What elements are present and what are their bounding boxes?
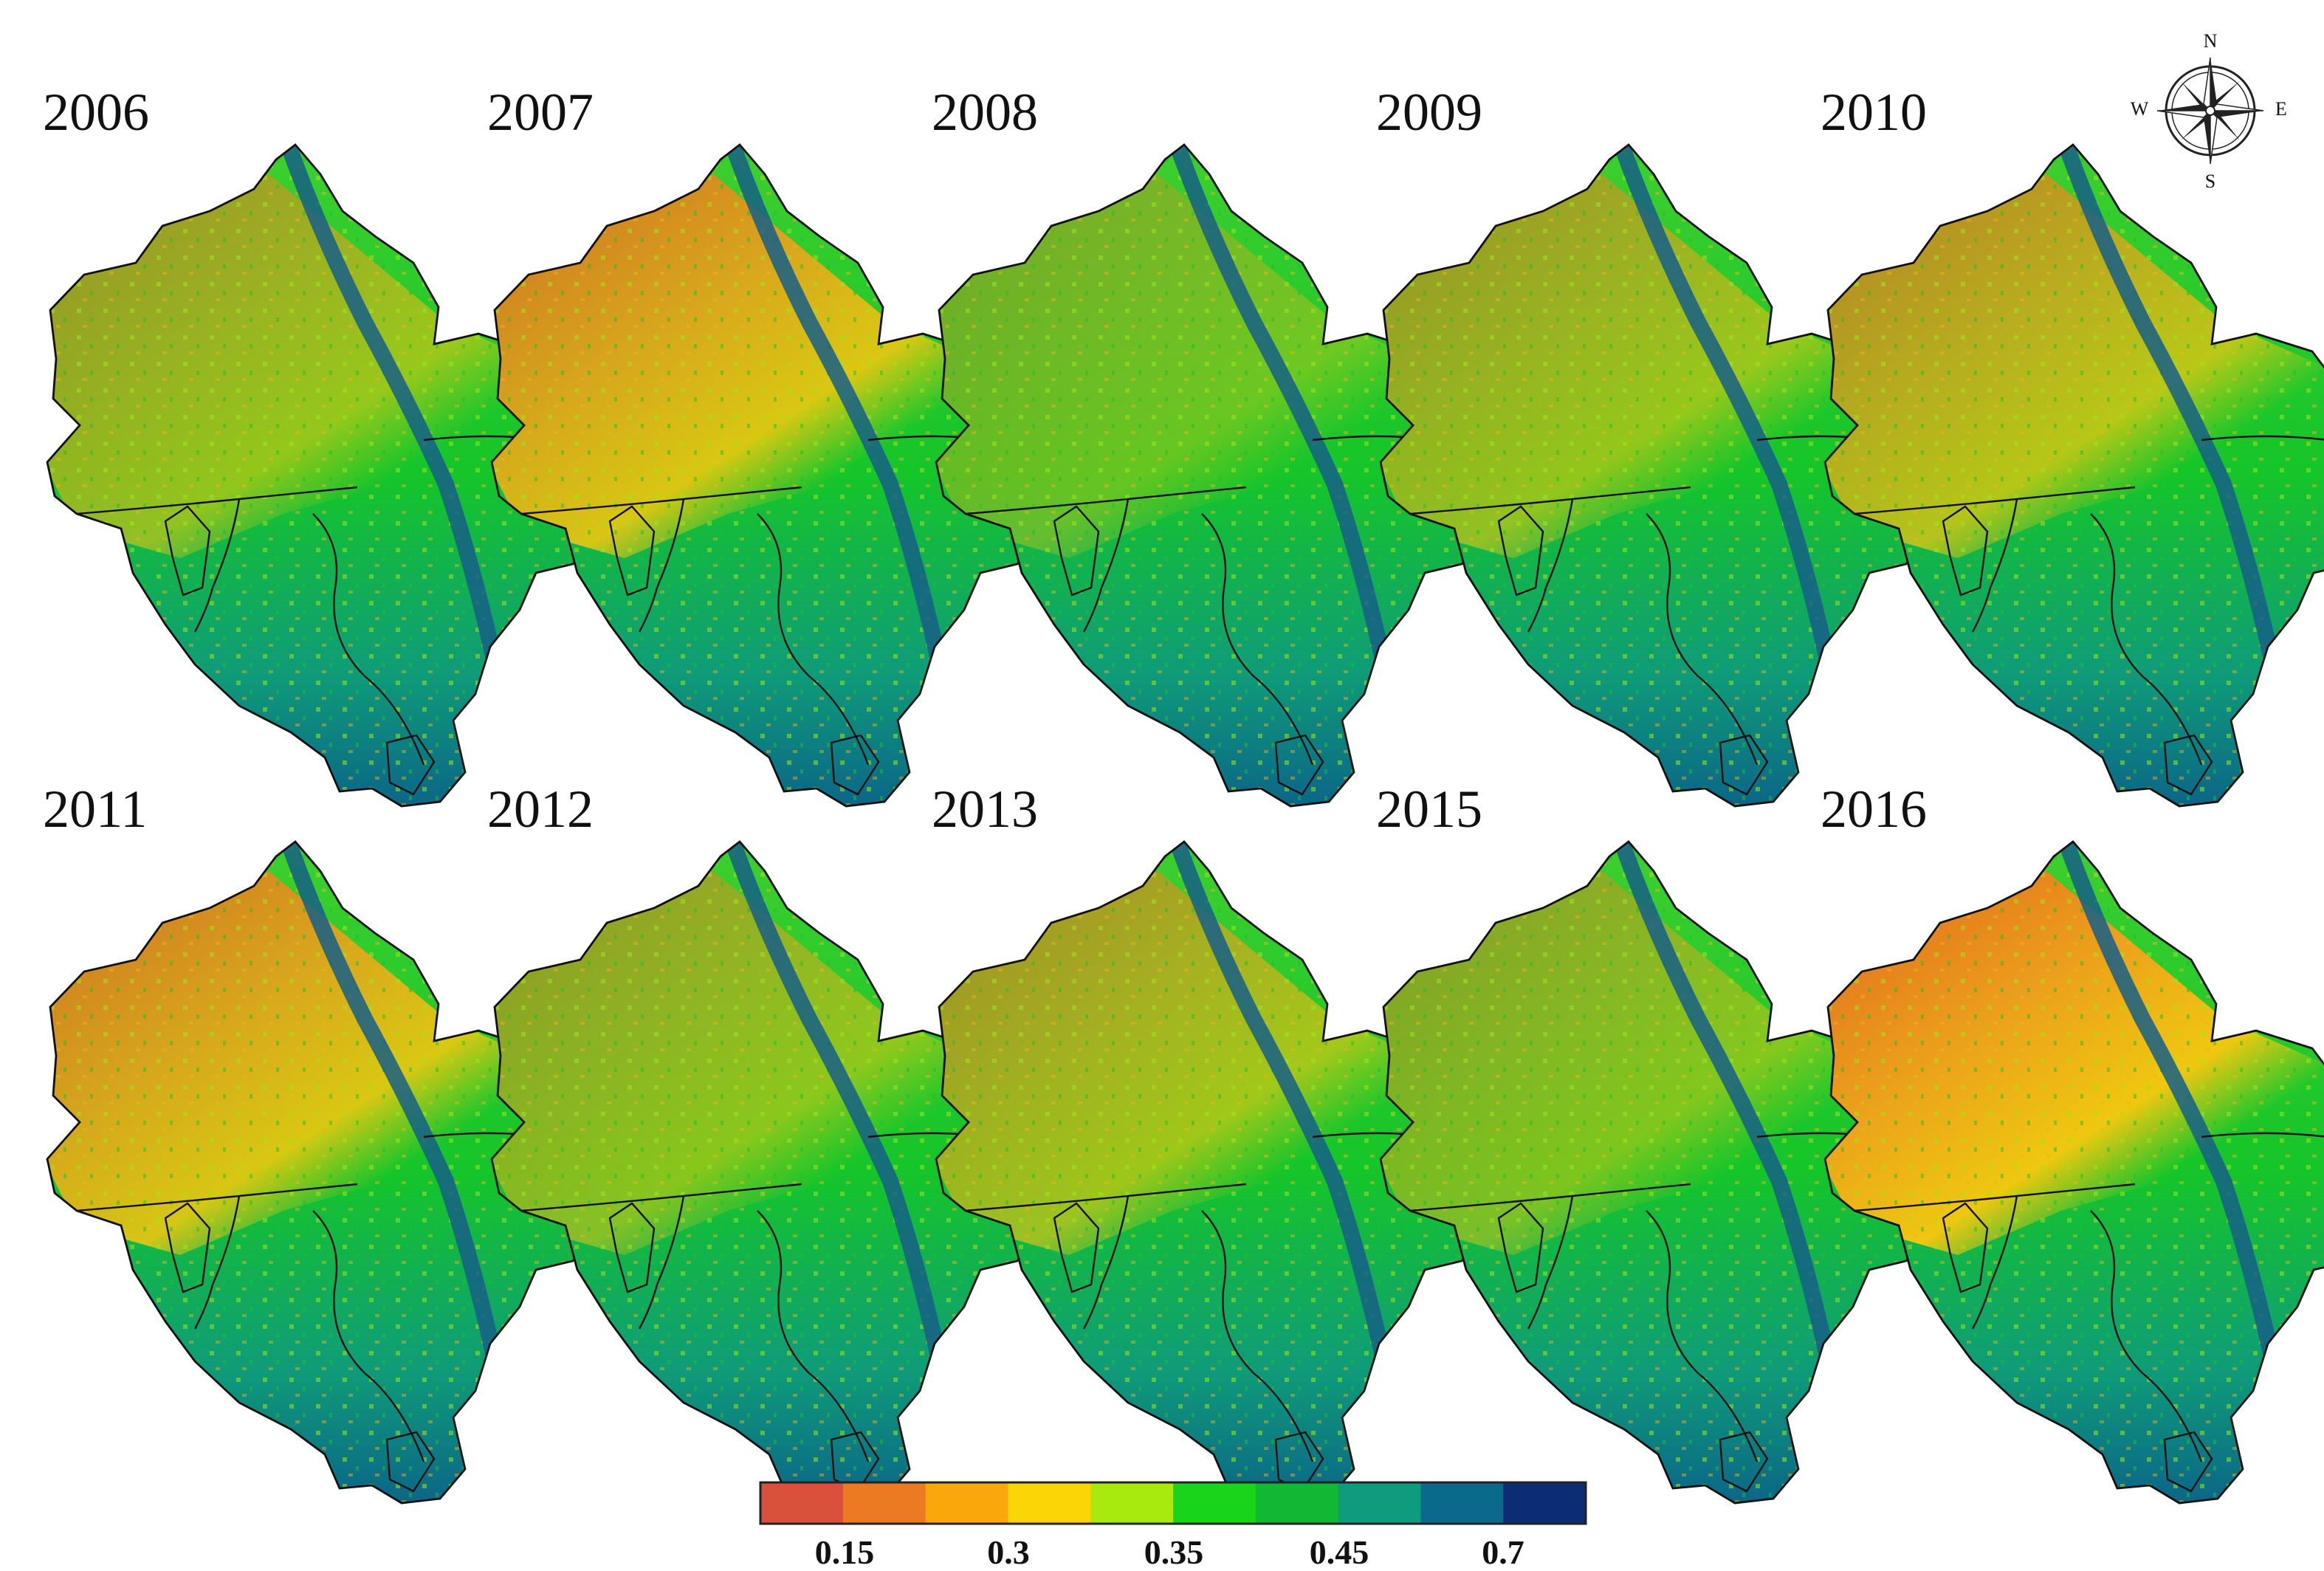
year-label: 2011 — [43, 780, 147, 839]
legend-swatch — [842, 1482, 926, 1524]
sub-basin-borders — [965, 1132, 1439, 1493]
north-arrow-compass: N S E W — [2131, 30, 2287, 192]
legend-tick-label: 0.45 — [1310, 1533, 1369, 1571]
year-label: 2007 — [487, 83, 594, 142]
legend-tick-label: 0.7 — [1482, 1533, 1524, 1571]
legend-swatch — [1090, 1482, 1174, 1524]
year-label: 2010 — [1821, 83, 1927, 142]
compass-west-label: W — [2131, 98, 2149, 120]
map-panel: 2016 — [1821, 780, 2324, 1505]
compass-east-label: E — [2275, 98, 2287, 120]
compass-north-label: N — [2204, 30, 2218, 52]
basin-outline — [1823, 143, 2324, 808]
year-label: 2006 — [43, 83, 149, 142]
legend-tick-label: 0.35 — [1144, 1533, 1204, 1571]
legend-swatch — [1255, 1482, 1339, 1524]
legend-swatch — [925, 1482, 1008, 1524]
year-label: 2016 — [1821, 780, 1927, 839]
legend-swatches — [760, 1482, 1586, 1524]
watershed-map — [1823, 840, 2324, 1505]
sub-basin-borders — [965, 435, 1439, 796]
color-scale-legend: 0.15 0.3 0.35 0.45 0.7 — [759, 1481, 1587, 1571]
year-label: 2008 — [932, 83, 1038, 142]
sub-basin-borders — [1854, 435, 2324, 796]
legend-swatch — [1420, 1482, 1504, 1524]
basin-outline — [1823, 840, 2324, 1505]
legend-swatch — [1008, 1482, 1091, 1524]
legend-tick-label: 0.15 — [815, 1533, 875, 1571]
year-label: 2009 — [1376, 83, 1482, 142]
sub-basin-borders — [76, 435, 550, 796]
legend-frame — [759, 1481, 1587, 1525]
compass-star-icon — [2156, 57, 2264, 165]
map-panels: 2006 2007 2008 2009 2010 2011 2012 2013 2015 2016 — [43, 83, 2324, 1505]
map-panel: 2010 — [1821, 83, 2324, 808]
year-label: 2015 — [1376, 780, 1482, 839]
legend-swatch — [760, 1482, 844, 1524]
compass-south-label: S — [2205, 171, 2215, 192]
year-label: 2012 — [487, 780, 594, 839]
year-label: 2013 — [932, 780, 1038, 839]
sub-basin-borders — [1854, 1132, 2324, 1493]
legend-swatch — [1173, 1482, 1256, 1524]
legend-tick-label: 0.3 — [987, 1533, 1030, 1571]
legend-swatch — [1338, 1482, 1421, 1524]
watershed-map — [1823, 143, 2324, 808]
legend-swatch — [1503, 1482, 1586, 1524]
